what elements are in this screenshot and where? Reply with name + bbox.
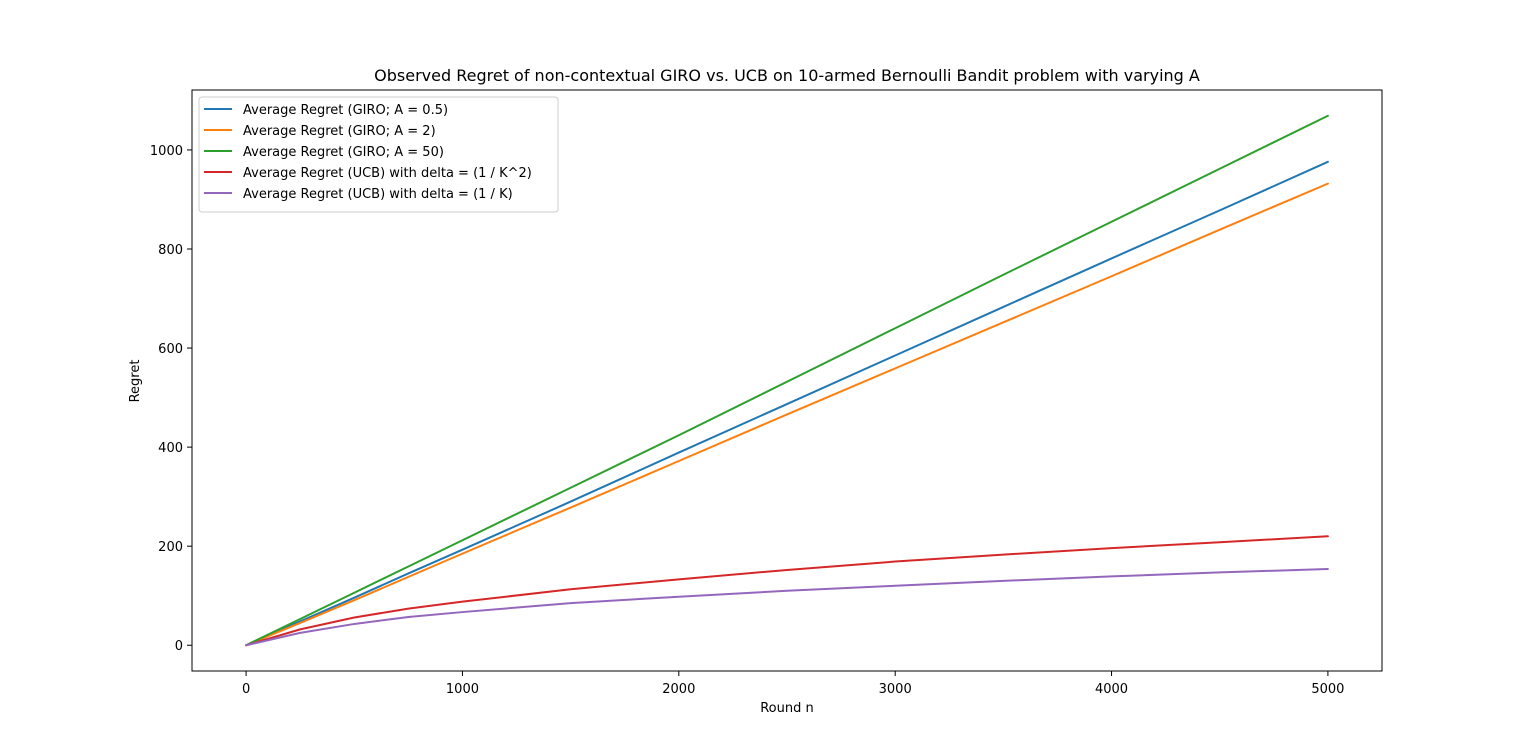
legend-box [198, 96, 559, 213]
series-line-3 [245, 114, 1329, 647]
plot-frame [191, 89, 1383, 672]
y-tick-label: 800 [158, 243, 183, 258]
x-tick-label: 3000 [879, 682, 912, 697]
axis-ticks: 0 1000 2000 3000 4000 5000 0 200 400 600 800 1000 [150, 144, 1345, 697]
plot-area [245, 114, 1329, 647]
y-tick-label: 200 [158, 540, 183, 555]
series-line-5 [245, 567, 1329, 647]
y-tick-label: 1000 [150, 144, 183, 159]
legend-label-4: Average Regret (UCB) with delta = (1 / K… [243, 166, 532, 181]
legend-label-2: Average Regret (GIRO; A = 2) [243, 124, 436, 139]
x-tick-label: 1000 [446, 682, 479, 697]
y-tick-label: 400 [158, 441, 183, 456]
legend-label-5: Average Regret (UCB) with delta = (1 / K… [243, 187, 513, 202]
legend-label-1: Average Regret (GIRO; A = 0.5) [243, 103, 448, 118]
y-axis-label: Regret [128, 360, 143, 403]
series-line-1 [245, 160, 1329, 647]
y-tick-label: 0 [175, 639, 183, 654]
x-tick-label: 5000 [1311, 682, 1344, 697]
series-line-2 [245, 182, 1329, 647]
legend: Average Regret (GIRO; A = 0.5) Average Re… [198, 96, 559, 213]
chart-title: Observed Regret of non-contextual GIRO v… [374, 66, 1200, 85]
x-tick-label: 0 [242, 682, 250, 697]
legend-label-3: Average Regret (GIRO; A = 50) [243, 145, 444, 160]
x-tick-label: 2000 [662, 682, 695, 697]
x-tick-label: 4000 [1095, 682, 1128, 697]
series-line-4 [245, 535, 1329, 647]
x-axis-label: Round n [760, 701, 814, 716]
y-tick-label: 600 [158, 342, 183, 357]
